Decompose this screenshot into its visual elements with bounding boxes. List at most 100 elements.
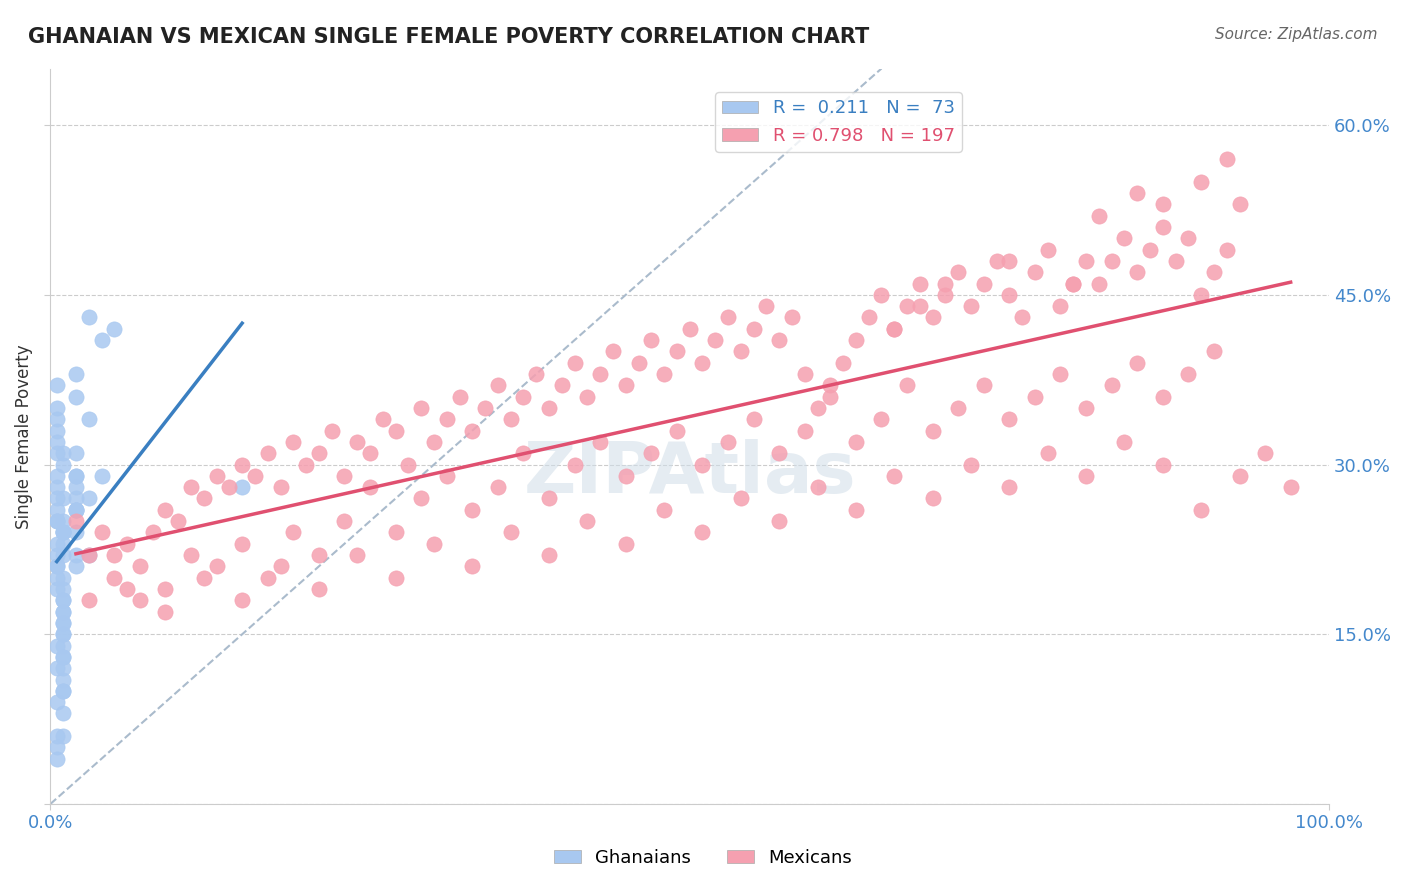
Point xyxy=(1164,253,1187,268)
Point xyxy=(45,434,67,449)
Point xyxy=(103,571,125,585)
Point xyxy=(115,582,138,596)
Legend: Ghanaians, Mexicans: Ghanaians, Mexicans xyxy=(547,842,859,874)
Point xyxy=(180,480,202,494)
Point xyxy=(384,571,406,585)
Point xyxy=(921,310,943,325)
Point xyxy=(1024,390,1046,404)
Point xyxy=(52,649,75,664)
Point xyxy=(960,458,983,472)
Point xyxy=(652,367,675,381)
Point xyxy=(77,412,100,426)
Point xyxy=(65,446,87,460)
Point xyxy=(1215,152,1237,166)
Point xyxy=(52,446,75,460)
Point xyxy=(486,378,509,392)
Point xyxy=(704,333,727,347)
Point xyxy=(1279,480,1302,494)
Point xyxy=(806,480,828,494)
Point xyxy=(45,378,67,392)
Point xyxy=(283,525,305,540)
Point xyxy=(602,344,624,359)
Point xyxy=(256,446,278,460)
Point xyxy=(45,514,67,528)
Point xyxy=(45,582,67,596)
Point xyxy=(845,434,868,449)
Point xyxy=(820,390,842,404)
Point xyxy=(665,424,688,438)
Point xyxy=(870,412,893,426)
Point xyxy=(896,378,918,392)
Point xyxy=(52,582,75,596)
Point xyxy=(1062,277,1084,291)
Point xyxy=(45,503,67,517)
Point xyxy=(423,434,446,449)
Point xyxy=(717,434,740,449)
Point xyxy=(52,593,75,607)
Point xyxy=(45,548,67,562)
Point xyxy=(90,525,112,540)
Point xyxy=(1177,231,1199,245)
Point xyxy=(486,480,509,494)
Point xyxy=(167,514,190,528)
Point xyxy=(973,378,995,392)
Point xyxy=(564,458,586,472)
Point xyxy=(640,333,662,347)
Point xyxy=(640,446,662,460)
Point xyxy=(1177,367,1199,381)
Point xyxy=(1049,299,1071,313)
Point xyxy=(537,548,560,562)
Point xyxy=(512,446,534,460)
Point xyxy=(1215,243,1237,257)
Point xyxy=(998,412,1021,426)
Point xyxy=(845,333,868,347)
Point xyxy=(256,571,278,585)
Point xyxy=(45,480,67,494)
Point xyxy=(461,424,484,438)
Point xyxy=(1126,356,1149,370)
Y-axis label: Single Female Poverty: Single Female Poverty xyxy=(15,344,32,529)
Point xyxy=(346,434,368,449)
Point xyxy=(103,322,125,336)
Point xyxy=(321,424,343,438)
Point xyxy=(742,412,765,426)
Point xyxy=(755,299,778,313)
Point xyxy=(423,537,446,551)
Point xyxy=(52,627,75,641)
Point xyxy=(1152,197,1174,211)
Point xyxy=(908,299,931,313)
Point xyxy=(1189,503,1212,517)
Point xyxy=(52,615,75,630)
Point xyxy=(1152,458,1174,472)
Point xyxy=(665,344,688,359)
Point xyxy=(1074,401,1097,415)
Point xyxy=(155,582,177,596)
Point xyxy=(1229,468,1251,483)
Point xyxy=(730,491,752,506)
Point xyxy=(52,525,75,540)
Point xyxy=(45,424,67,438)
Point xyxy=(934,277,956,291)
Point xyxy=(768,514,790,528)
Point xyxy=(1139,243,1161,257)
Point xyxy=(1101,253,1123,268)
Point xyxy=(52,706,75,721)
Point xyxy=(218,480,240,494)
Point xyxy=(998,288,1021,302)
Point xyxy=(77,548,100,562)
Point xyxy=(52,627,75,641)
Point xyxy=(1202,265,1225,279)
Point xyxy=(52,514,75,528)
Point xyxy=(1114,434,1136,449)
Point xyxy=(576,514,599,528)
Point xyxy=(45,752,67,766)
Point xyxy=(524,367,547,381)
Point xyxy=(652,503,675,517)
Point xyxy=(52,673,75,687)
Point xyxy=(346,548,368,562)
Point xyxy=(359,446,381,460)
Point xyxy=(65,503,87,517)
Point xyxy=(308,582,330,596)
Point xyxy=(960,299,983,313)
Point xyxy=(921,491,943,506)
